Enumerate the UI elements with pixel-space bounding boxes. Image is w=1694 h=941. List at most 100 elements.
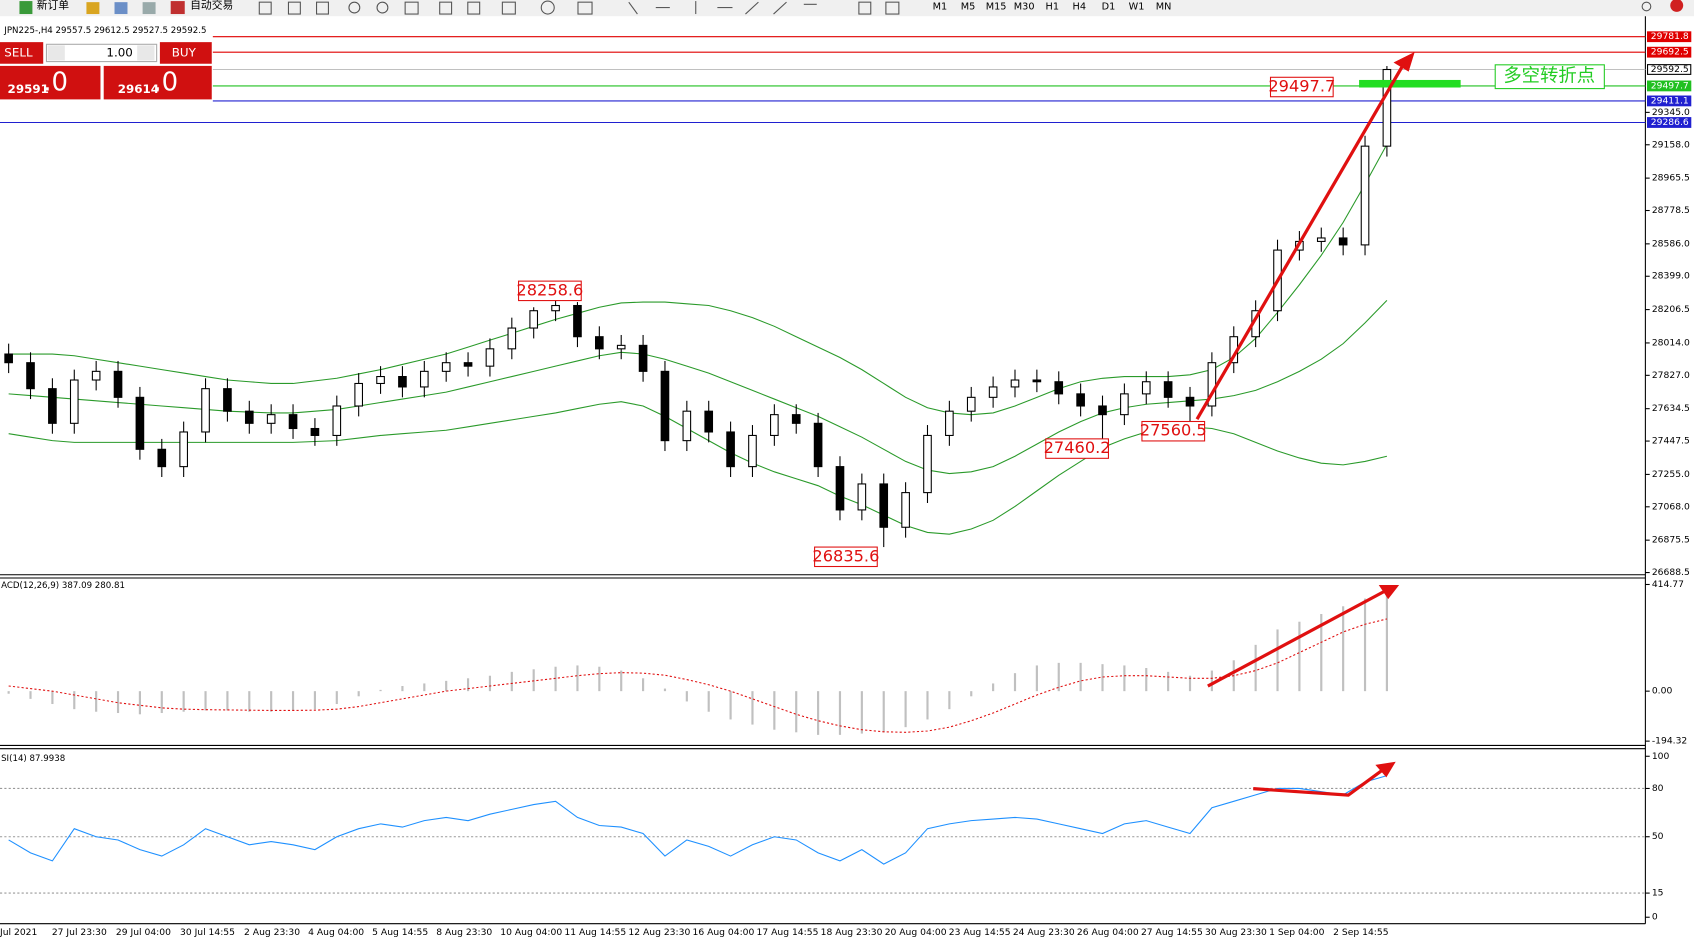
panels: [0, 16, 1646, 925]
icon[interactable]: [114, 2, 128, 15]
icon[interactable]: [376, 1, 389, 14]
level-label: 29286.6: [1651, 117, 1689, 128]
bid-price[interactable]: 29591: [8, 82, 49, 96]
macd-bar: [1320, 613, 1323, 692]
x-tick-label: 2 Aug 23:30: [244, 927, 300, 938]
icon[interactable]: [577, 1, 593, 15]
bid-fraction[interactable]: .0: [43, 68, 68, 98]
icon[interactable]: [142, 2, 156, 15]
macd-bar: [838, 691, 842, 735]
timeframe[interactable]: M5: [961, 1, 976, 12]
macd-bar: [29, 691, 32, 699]
candle-body: [419, 370, 429, 388]
macd-bar: [182, 691, 185, 712]
new-order[interactable]: 新订单: [37, 0, 70, 11]
bid-box[interactable]: [0, 65, 101, 100]
candle-body: [923, 434, 932, 494]
ask-fraction[interactable]: .0: [153, 68, 178, 98]
macd-bar: [620, 670, 623, 692]
price-annotation-box: [1141, 420, 1206, 442]
sell-button[interactable]: [0, 42, 44, 64]
icon[interactable]: [467, 1, 481, 15]
icon[interactable]: [258, 1, 272, 15]
timeframe[interactable]: D1: [1102, 1, 1116, 12]
icon[interactable]: [628, 1, 638, 15]
macd-bar: [1145, 668, 1148, 692]
timeframe[interactable]: H4: [1073, 1, 1086, 12]
candle-body: [1163, 381, 1173, 398]
spin-down[interactable]: [47, 45, 65, 61]
macd-bar: [926, 691, 929, 720]
x-tick-label: 2 Sep 14:55: [1333, 927, 1389, 938]
macd-bar: [1123, 665, 1126, 692]
volume[interactable]: 1.00: [106, 45, 132, 59]
candle-body: [1098, 405, 1107, 416]
timeframe[interactable]: W1: [1129, 1, 1145, 12]
icon[interactable]: [348, 1, 361, 14]
macd-bar: [423, 683, 426, 692]
macd-bar: [204, 691, 207, 711]
level-tag: [1647, 117, 1692, 128]
y-tick-label: 100: [1652, 751, 1670, 762]
buy-label[interactable]: BUY: [172, 45, 197, 59]
timeframe[interactable]: MN: [1156, 1, 1172, 12]
icon[interactable]: [404, 1, 419, 15]
icon[interactable]: [86, 2, 100, 15]
x-tick-label: Jul 2021: [0, 927, 37, 938]
icon[interactable]: [540, 0, 555, 15]
icon[interactable]: [439, 1, 453, 15]
candle-body: [1032, 379, 1042, 383]
timeframe[interactable]: M1: [933, 1, 948, 12]
rsi-line: [8, 775, 1388, 865]
spin-up[interactable]: [137, 45, 155, 61]
macd-bar: [445, 680, 448, 692]
candle-body: [244, 410, 254, 424]
macd-bar: [335, 691, 338, 705]
sell-label[interactable]: SELL: [4, 45, 33, 59]
macd-bar: [1254, 644, 1257, 692]
bollinger-band: [8, 144, 1388, 416]
candle-body: [595, 336, 604, 350]
macd-bar: [882, 691, 885, 733]
icon[interactable]: [316, 1, 329, 15]
auto-trade[interactable]: 自动交易: [190, 0, 233, 11]
candle-body: [945, 410, 954, 436]
price-annotation: 27460.2: [1044, 438, 1111, 457]
icon[interactable]: [773, 1, 787, 15]
macd-bar: [73, 691, 76, 710]
timeframe[interactable]: M15: [986, 1, 1007, 12]
volume-input[interactable]: [45, 43, 158, 63]
candle-body: [26, 362, 35, 390]
icon[interactable]: [170, 1, 185, 15]
timeframe[interactable]: M30: [1014, 1, 1035, 12]
macd-plot: ACD(12,26,9) 387.09 280.81: [1, 581, 1388, 735]
ask-box[interactable]: [103, 65, 212, 100]
candle-body: [354, 382, 363, 407]
x-tick-label: 27 Jul 23:30: [52, 927, 107, 938]
buy-button[interactable]: [159, 42, 212, 64]
candle-body: [201, 388, 210, 433]
candle-body: [69, 379, 79, 424]
candle-body: [485, 348, 495, 367]
y-tick-label: 0.00: [1652, 686, 1673, 697]
icon[interactable]: [1670, 0, 1684, 12]
x-tick-label: 26 Aug 04:00: [1077, 927, 1139, 938]
timeframe[interactable]: H1: [1046, 1, 1059, 12]
x-tick-label: 23 Aug 14:55: [949, 927, 1011, 938]
icon[interactable]: [885, 1, 900, 15]
level-label: 29592.5: [1651, 64, 1689, 75]
icon[interactable]: [19, 1, 33, 15]
icon[interactable]: [858, 1, 872, 15]
candle-body: [332, 405, 342, 436]
price-annotation-box: [814, 546, 878, 568]
macd-bar: [1385, 591, 1388, 692]
icon[interactable]: [1641, 1, 1652, 12]
ask-price[interactable]: 29614: [118, 82, 159, 96]
icon[interactable]: [745, 1, 759, 15]
trade-panel: SELL 1.00 BUY 29591 .0 29614 .0: [0, 41, 212, 101]
candle-body: [157, 448, 167, 468]
x-tick-label: 16 Aug 04:00: [693, 927, 755, 938]
macd-bar: [160, 691, 163, 714]
icon[interactable]: [287, 1, 301, 15]
icon[interactable]: [501, 1, 516, 15]
